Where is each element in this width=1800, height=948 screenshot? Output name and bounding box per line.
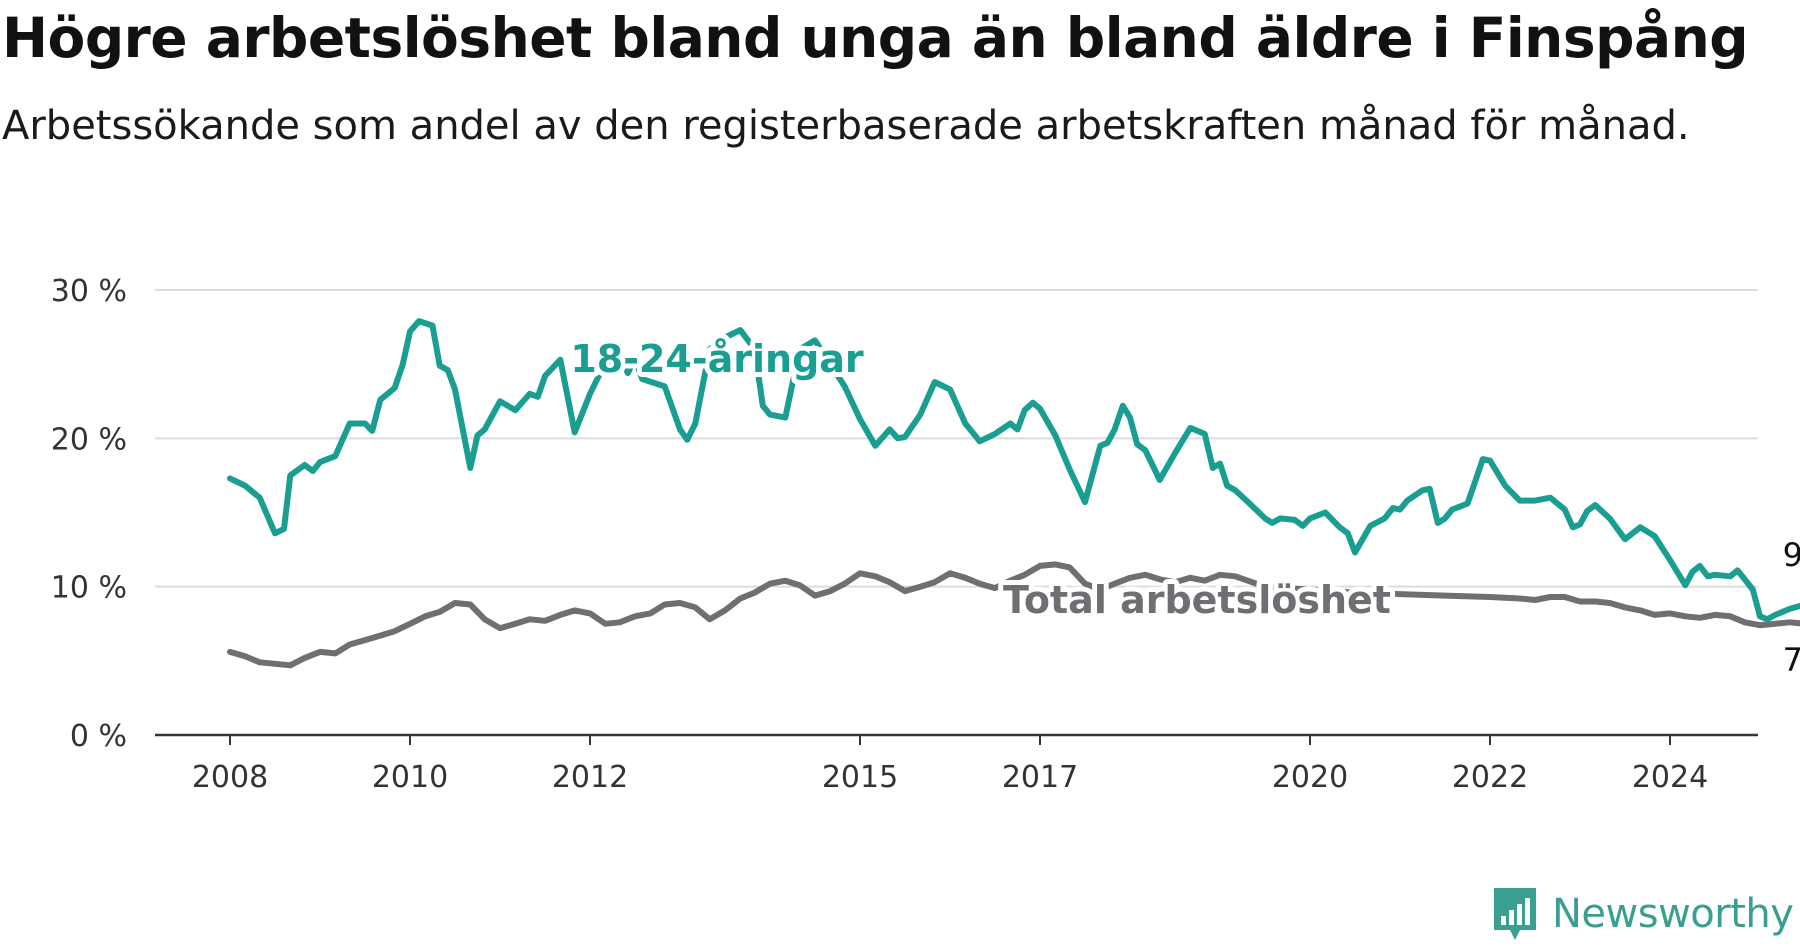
series-line-youth: [227, 318, 1800, 623]
y-tick-label: 20 %: [51, 422, 127, 457]
chart-title: Högre arbetslöshet bland unga än bland ä…: [2, 6, 1749, 70]
end-label-total: 7,4 %: [1783, 641, 1800, 679]
x-tick-label: 2010: [372, 760, 448, 795]
series-label-total: Total arbetslöshet: [1003, 578, 1391, 622]
gridlines: [155, 289, 1758, 588]
brand-name: Newsworthy: [1552, 891, 1794, 937]
series-label-youth-halo: 18-24-åringar: [570, 337, 864, 381]
y-tick-label: 10 %: [51, 571, 127, 606]
x-tick-label: 2020: [1272, 760, 1348, 795]
newsworthy-logo: Newsworthy: [1490, 886, 1794, 942]
series-lines: [227, 318, 1800, 669]
y-axis-ticks: 0 % 10 % 20 % 30 %: [51, 274, 127, 754]
y-tick-label: 0 %: [70, 719, 127, 754]
y-tick-label: 30 %: [51, 274, 127, 309]
x-tick-label: 2022: [1452, 760, 1528, 795]
x-tick-label: 2024: [1632, 760, 1708, 795]
series-label-total-halo: Total arbetslöshet: [1003, 578, 1391, 622]
x-tick-label: 2012: [552, 760, 628, 795]
x-axis: 2008 2010 2012 2015 2017 2020 2022 2024: [155, 733, 1758, 795]
x-tick-label: 2017: [1002, 760, 1078, 795]
bar-chart-logo-icon: [1494, 888, 1536, 940]
end-label-youth: 9,9 %: [1783, 536, 1800, 574]
series-label-youth: 18-24-åringar: [570, 337, 864, 381]
series-line-total: [227, 561, 1800, 669]
x-tick-label: 2015: [822, 760, 898, 795]
chart-subtitle: Arbetssökande som andel av den registerb…: [2, 103, 1690, 149]
x-tick-label: 2008: [192, 760, 268, 795]
